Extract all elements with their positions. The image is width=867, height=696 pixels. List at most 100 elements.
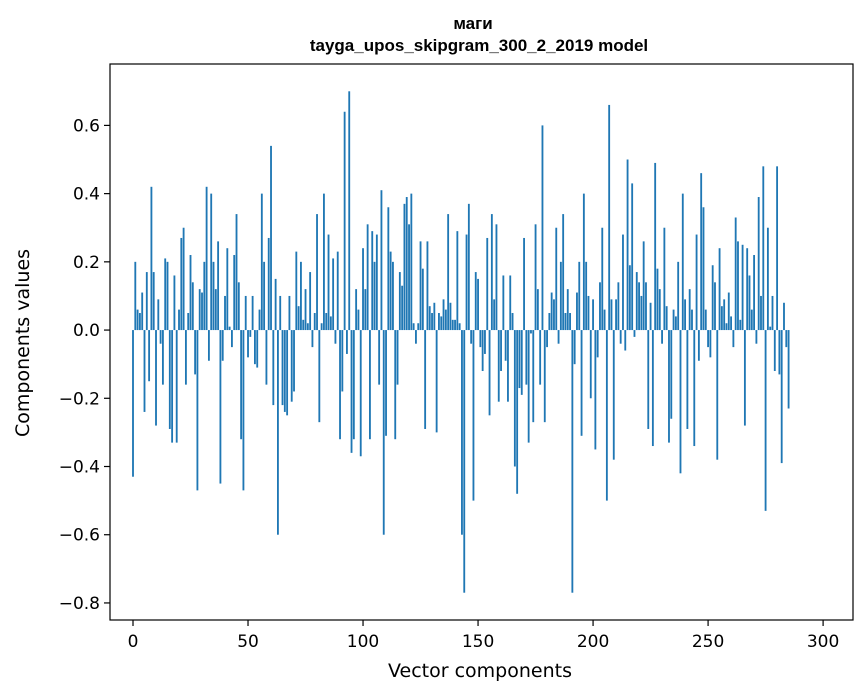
bar-239 bbox=[681, 193, 684, 331]
x-tick-label: 250 bbox=[692, 632, 724, 652]
bar-165 bbox=[511, 313, 514, 331]
bar-108 bbox=[380, 190, 383, 331]
bar-245 bbox=[695, 234, 698, 331]
bar-64 bbox=[279, 295, 282, 331]
bar-177 bbox=[539, 330, 542, 385]
bar-121 bbox=[410, 193, 413, 331]
bar-210 bbox=[615, 299, 617, 331]
y-axis-label: Components values bbox=[12, 249, 34, 437]
bar-169 bbox=[520, 330, 523, 395]
bar-264 bbox=[739, 319, 742, 331]
bar-30 bbox=[201, 292, 203, 331]
x-tick-label: 150 bbox=[462, 632, 494, 652]
bar-192 bbox=[573, 330, 576, 365]
bar-187 bbox=[562, 214, 565, 331]
bar-126 bbox=[421, 268, 424, 331]
bar-111 bbox=[387, 207, 390, 331]
bar-182 bbox=[550, 292, 553, 331]
bar-70 bbox=[293, 330, 295, 392]
bar-76 bbox=[306, 323, 309, 331]
bar-97 bbox=[355, 289, 358, 331]
bar-124 bbox=[417, 323, 420, 331]
bar-209 bbox=[612, 330, 615, 460]
bar-42 bbox=[228, 326, 231, 331]
bar-260 bbox=[730, 316, 732, 331]
bar-263 bbox=[737, 241, 739, 331]
bar-53 bbox=[254, 330, 256, 365]
bar-228 bbox=[656, 268, 659, 331]
bar-40 bbox=[224, 295, 226, 331]
bar-36 bbox=[214, 289, 217, 331]
bar-34 bbox=[210, 193, 213, 331]
y-tick-label: −0.6 bbox=[59, 526, 100, 546]
bar-233 bbox=[668, 330, 670, 443]
bar-112 bbox=[389, 251, 392, 331]
bar-171 bbox=[525, 330, 528, 385]
bar-272 bbox=[757, 197, 760, 331]
bar-142 bbox=[458, 323, 461, 331]
bar-270 bbox=[753, 255, 756, 331]
bar-55 bbox=[258, 309, 261, 331]
bar-136 bbox=[444, 309, 447, 331]
bar-122 bbox=[412, 323, 415, 331]
bar-68 bbox=[288, 295, 291, 331]
bar-180 bbox=[546, 330, 548, 348]
bar-265 bbox=[741, 244, 744, 331]
bar-61 bbox=[272, 330, 275, 406]
bar-283 bbox=[783, 302, 785, 331]
bar-17 bbox=[171, 330, 174, 443]
bar-222 bbox=[642, 241, 645, 331]
bar-240 bbox=[684, 299, 686, 331]
axes-frame bbox=[109, 63, 854, 621]
bar-79 bbox=[313, 313, 316, 331]
bar-105 bbox=[373, 261, 376, 331]
bar-266 bbox=[743, 330, 746, 426]
bar-145 bbox=[465, 234, 468, 331]
bar-247 bbox=[700, 173, 703, 331]
bar-29 bbox=[198, 289, 201, 331]
y-tick-label: −0.2 bbox=[59, 389, 100, 409]
bar-120 bbox=[408, 224, 410, 331]
bar-20 bbox=[178, 309, 180, 331]
bar-139 bbox=[451, 319, 454, 331]
bar-24 bbox=[187, 313, 190, 331]
y-tick-label: −0.4 bbox=[59, 458, 100, 478]
bar-244 bbox=[693, 330, 696, 447]
x-tick-label: 50 bbox=[237, 632, 259, 652]
bar-149 bbox=[474, 272, 477, 331]
bar-1 bbox=[134, 261, 137, 331]
bar-197 bbox=[585, 261, 588, 331]
bar-227 bbox=[654, 162, 657, 331]
bar-196 bbox=[582, 193, 585, 331]
bar-21 bbox=[180, 237, 183, 331]
bar-151 bbox=[479, 330, 482, 348]
bar-271 bbox=[755, 330, 758, 344]
bar-280 bbox=[776, 166, 779, 331]
bar-73 bbox=[300, 261, 302, 331]
bar-199 bbox=[589, 330, 592, 399]
bar-281 bbox=[778, 330, 781, 375]
bar-158 bbox=[495, 224, 498, 331]
bar-10 bbox=[155, 330, 157, 426]
bar-200 bbox=[592, 299, 594, 331]
bar-268 bbox=[748, 275, 751, 331]
bar-104 bbox=[371, 231, 374, 331]
bar-257 bbox=[723, 299, 726, 331]
bar-52 bbox=[251, 295, 254, 331]
bar-203 bbox=[599, 282, 601, 331]
bar-285 bbox=[787, 330, 790, 409]
bar-7 bbox=[148, 330, 151, 382]
bar-157 bbox=[493, 299, 496, 331]
bar-248 bbox=[702, 207, 705, 331]
x-tick-label: 200 bbox=[577, 632, 609, 652]
bar-132 bbox=[435, 330, 438, 433]
bar-37 bbox=[217, 241, 220, 331]
bar-19 bbox=[175, 330, 178, 443]
bar-113 bbox=[392, 261, 394, 331]
bar-39 bbox=[221, 330, 224, 361]
bar-0 bbox=[132, 330, 134, 477]
bar-243 bbox=[691, 309, 693, 331]
bar-159 bbox=[497, 330, 500, 402]
bar-220 bbox=[638, 282, 640, 331]
